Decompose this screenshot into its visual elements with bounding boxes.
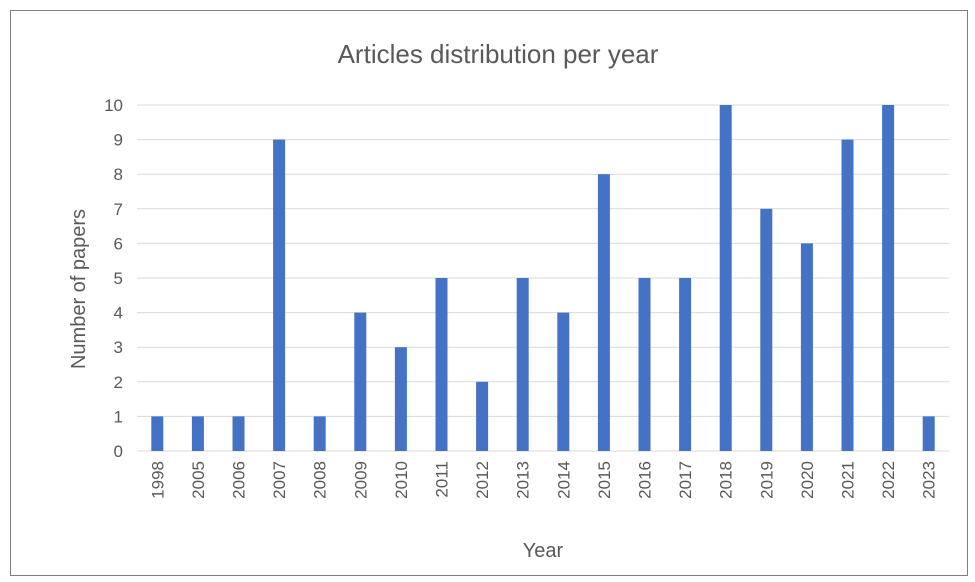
x-tick-label: 2012 bbox=[473, 461, 492, 499]
x-tick-label: 2013 bbox=[514, 461, 533, 499]
x-tick-label: 1998 bbox=[148, 461, 167, 499]
y-tick-label: 0 bbox=[114, 442, 123, 461]
bar-chart: Articles distribution per year 0 1 2 3 4 5 6 7 8… bbox=[68, 39, 949, 562]
y-tick-label: 8 bbox=[114, 165, 123, 184]
bars bbox=[151, 105, 935, 451]
y-tick-label: 1 bbox=[114, 407, 123, 426]
x-tick-label: 2007 bbox=[270, 461, 289, 499]
y-tick-label: 9 bbox=[114, 131, 123, 150]
bar-2017 bbox=[679, 278, 692, 451]
bar-2010 bbox=[394, 347, 407, 451]
gridlines bbox=[137, 104, 949, 452]
bar-2014 bbox=[557, 312, 570, 451]
bar-2018 bbox=[719, 105, 732, 451]
x-tick-label: 2020 bbox=[798, 461, 817, 499]
x-tick-label: 2021 bbox=[839, 461, 858, 499]
bar-2011 bbox=[435, 278, 448, 451]
chart-title: Articles distribution per year bbox=[338, 39, 659, 69]
bar-2021 bbox=[841, 139, 854, 451]
y-axis-title: Number of papers bbox=[68, 209, 90, 369]
bar-2013 bbox=[516, 278, 529, 451]
bar-2012 bbox=[476, 381, 489, 451]
x-tick-label: 2011 bbox=[433, 461, 452, 498]
y-tick-label: 4 bbox=[114, 304, 123, 323]
y-axis-ticks: 0 1 2 3 4 5 6 7 8 9 10 bbox=[104, 96, 123, 461]
y-tick-label: 3 bbox=[114, 338, 123, 357]
bar-1998 bbox=[151, 416, 164, 451]
chart-frame: Articles distribution per year 0 1 2 3 4 5 6 7 8… bbox=[10, 10, 968, 576]
x-tick-label: 2019 bbox=[757, 461, 776, 499]
y-tick-label: 2 bbox=[114, 373, 123, 392]
y-tick-label: 6 bbox=[114, 234, 123, 253]
y-tick-label: 7 bbox=[114, 200, 123, 219]
bar-2023 bbox=[922, 416, 935, 451]
bar-2022 bbox=[882, 105, 895, 451]
x-tick-label: 2023 bbox=[920, 461, 939, 499]
bar-2008 bbox=[313, 416, 326, 451]
bar-2006 bbox=[232, 416, 245, 451]
x-tick-label: 2022 bbox=[879, 461, 898, 499]
x-tick-label: 2005 bbox=[189, 461, 208, 499]
x-axis-ticks: 1998 2005 2006 2007 2008 2009 2010 2011 2012 2013… bbox=[148, 461, 938, 499]
x-tick-label: 2016 bbox=[636, 461, 655, 499]
x-tick-label: 2015 bbox=[595, 461, 614, 499]
x-tick-label: 2008 bbox=[311, 461, 330, 499]
x-tick-label: 2014 bbox=[554, 461, 573, 499]
bar-2005 bbox=[191, 416, 204, 451]
y-tick-label: 10 bbox=[104, 96, 123, 115]
x-tick-label: 2006 bbox=[230, 461, 249, 499]
x-tick-label: 2009 bbox=[351, 461, 370, 499]
y-tick-label: 5 bbox=[114, 269, 123, 288]
x-tick-label: 2017 bbox=[676, 461, 695, 499]
bar-2009 bbox=[354, 312, 367, 451]
bar-2019 bbox=[760, 208, 773, 451]
bar-2015 bbox=[597, 174, 610, 451]
bar-2007 bbox=[273, 139, 286, 451]
x-tick-label: 2010 bbox=[392, 461, 411, 499]
bar-2016 bbox=[638, 278, 651, 451]
bar-2020 bbox=[800, 243, 813, 451]
x-tick-label: 2018 bbox=[717, 461, 736, 499]
x-axis-title: Year bbox=[523, 540, 564, 562]
